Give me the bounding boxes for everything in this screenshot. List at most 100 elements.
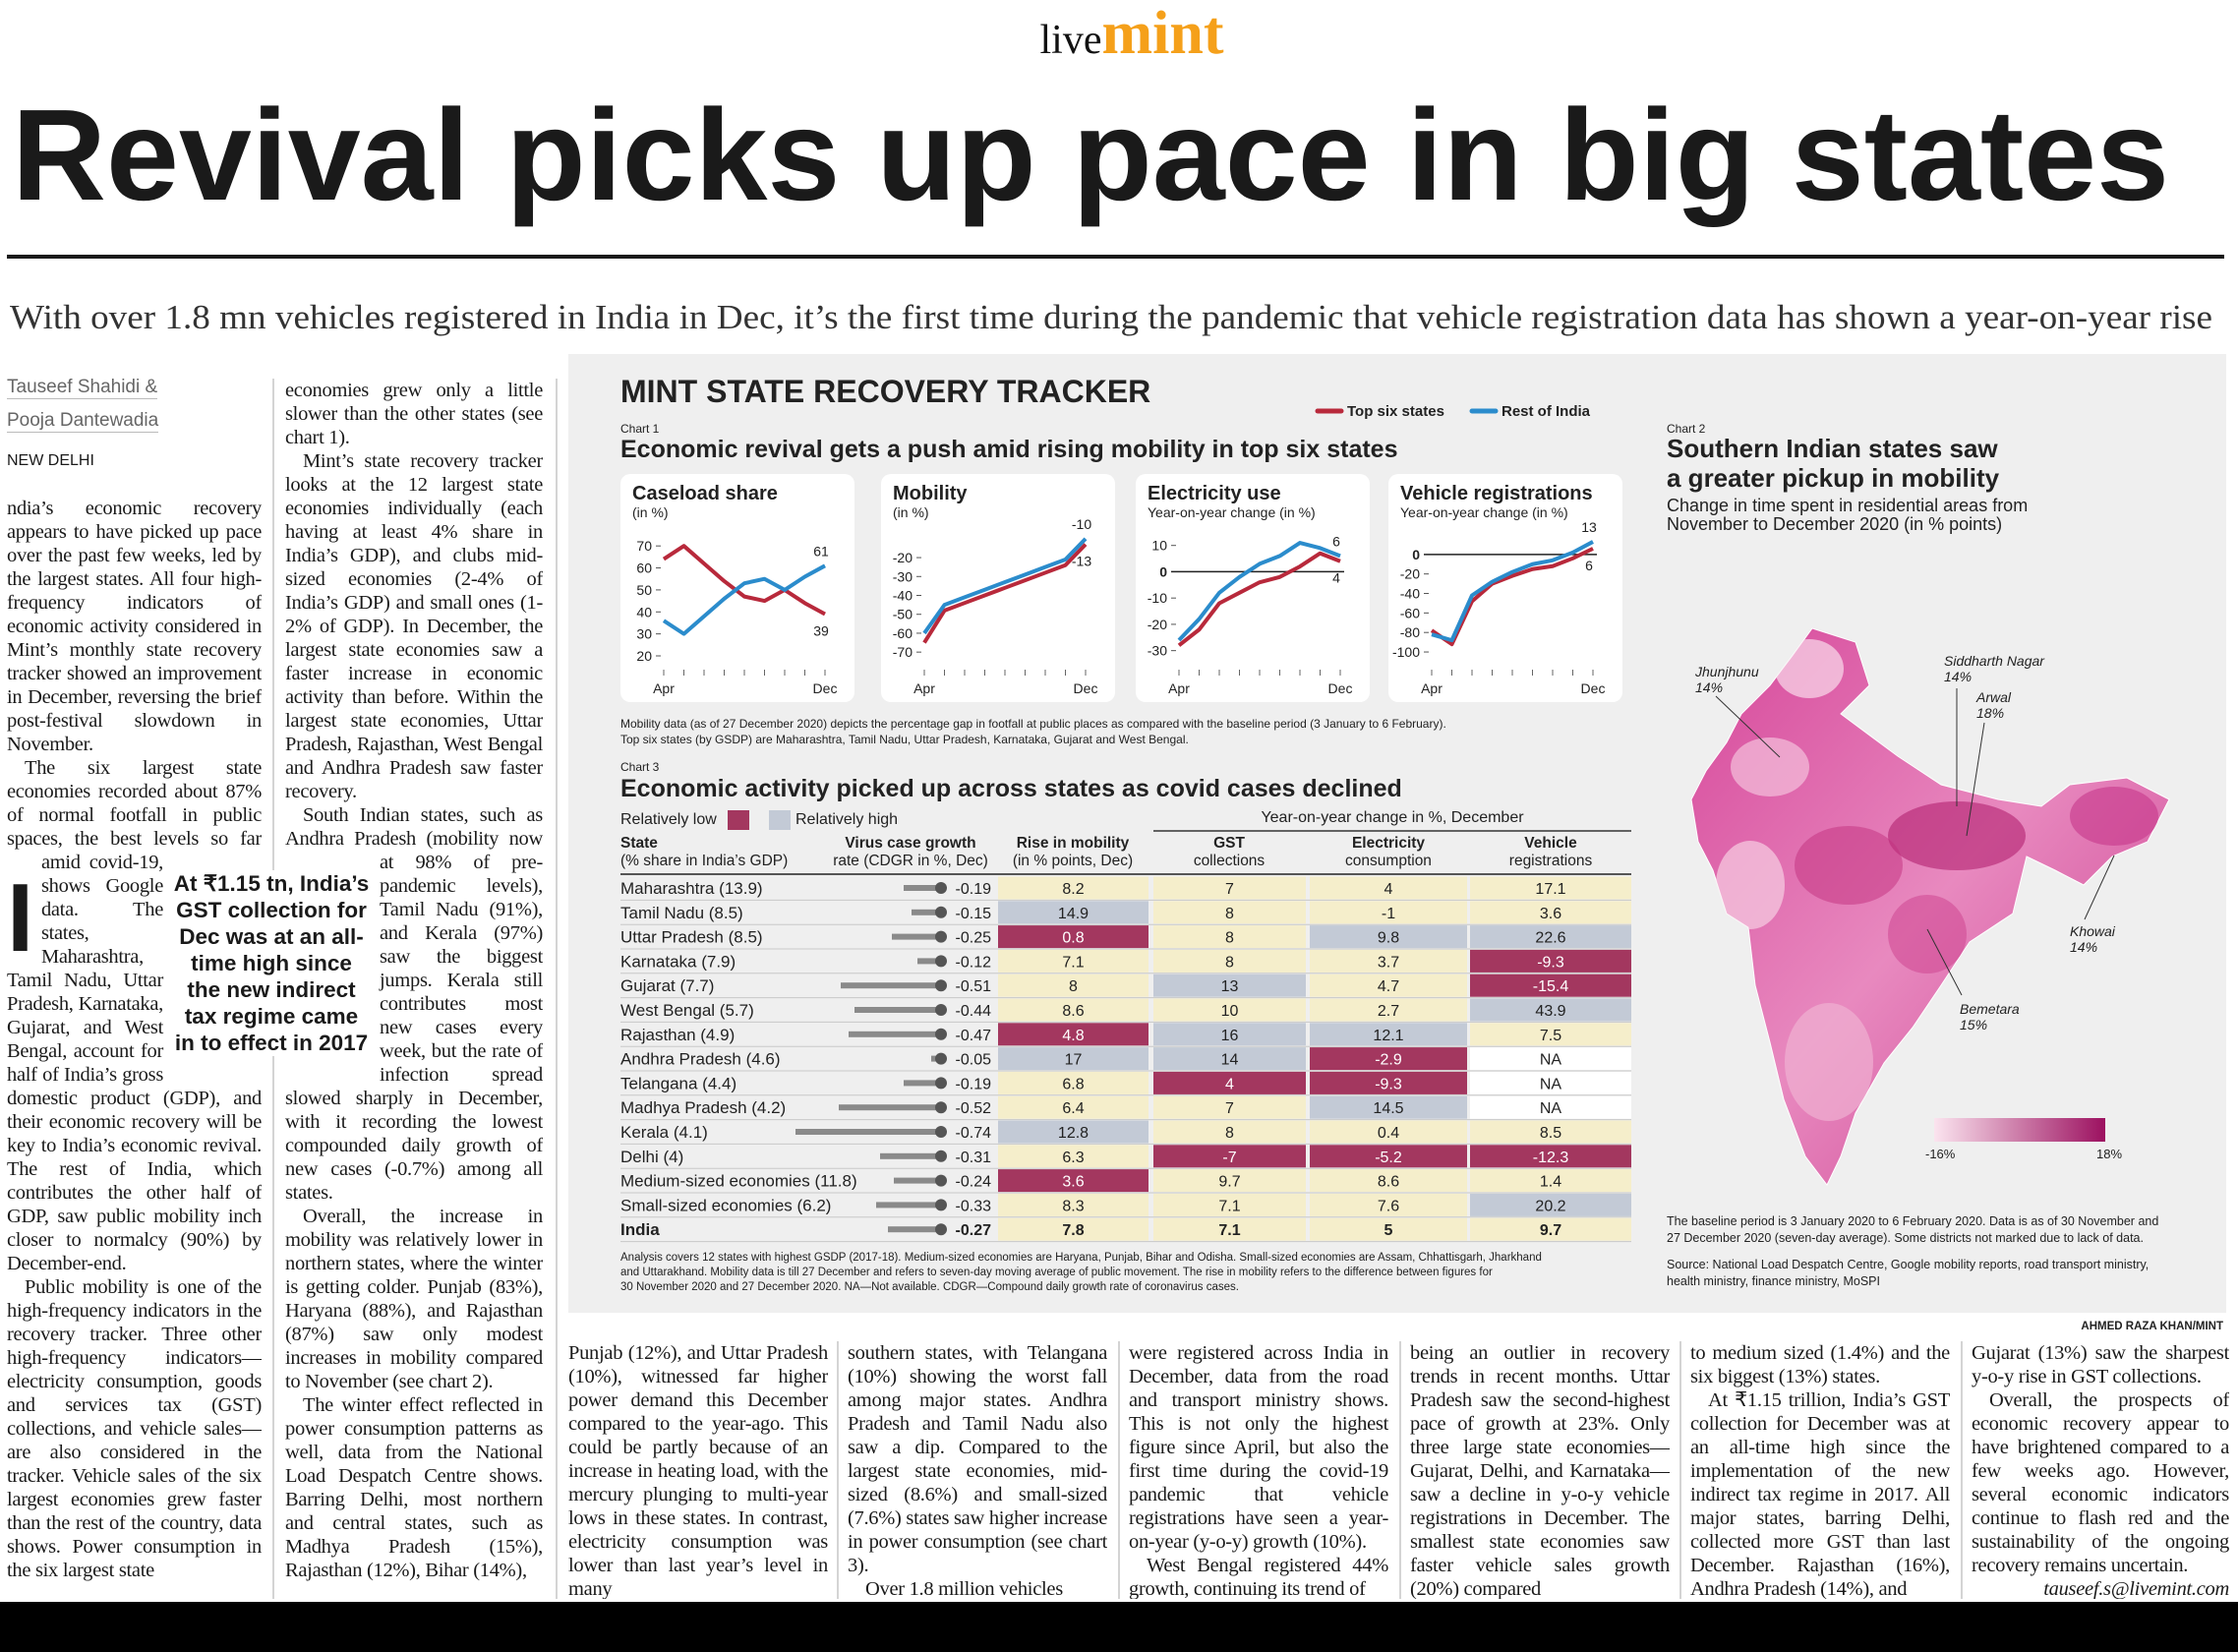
y-tick-label: 20 [636, 648, 652, 664]
credit: AHMED RAZA KHAN/MINT [2081, 1321, 2223, 1332]
text-column: Punjab (12%), and Uttar Pradesh (10%), w… [568, 1341, 828, 1599]
text-column: being an outlier in recovery trends in r… [1410, 1341, 1670, 1599]
table-cell [998, 1169, 1148, 1193]
text-column: economies grew only a little slower than… [285, 379, 543, 1599]
y-tick-label: 0 [1412, 547, 1420, 562]
paragraph: ndia’s economic recovery appears to have… [7, 498, 262, 755]
paragraph: The winter effect reflected in power con… [285, 1394, 543, 1581]
pull-quote: At ₹1.15 tn, India’s GST collection for … [173, 870, 370, 1056]
table-cell [1153, 1023, 1306, 1046]
table-cell [1470, 1217, 1631, 1241]
table-cell [1310, 876, 1467, 900]
text-column: Gujarat (13%) saw the sharpest y-o-y ris… [1972, 1341, 2229, 1599]
growth-dot [935, 1028, 947, 1040]
panel-subtitle: Year-on-year change (in %) [1148, 504, 1316, 520]
cell-value: 6.3 [1062, 1150, 1084, 1166]
growth-dot [935, 1150, 947, 1162]
x-tick-label: Apr [913, 680, 935, 696]
table-cell [1470, 876, 1631, 900]
cell-value: 12.8 [1058, 1125, 1089, 1142]
growth-value: -0.19 [956, 1076, 992, 1092]
cell-value: 8 [1069, 978, 1078, 995]
table-cell [1470, 1120, 1631, 1144]
district-area [1888, 801, 2026, 870]
y-tick-label: 70 [636, 538, 652, 554]
bottom-bar [0, 1602, 2238, 1652]
paragraph: Over 1.8 million vehicles [865, 1578, 1063, 1599]
growth-value: -0.25 [956, 930, 992, 947]
y-tick-label: 50 [636, 582, 652, 598]
table-cell [1470, 901, 1631, 924]
growth-value: -0.44 [956, 1003, 992, 1020]
chart-title: Southern Indian states saw [1667, 434, 1998, 463]
line-series [1177, 551, 1341, 647]
chart-note: Top six states (by GSDP) are Maharashtra… [620, 733, 1189, 746]
growth-bar [917, 958, 941, 965]
cell-value: 13 [1221, 978, 1239, 995]
chart-label: Chart 2 [1667, 422, 1706, 436]
table-cell [1153, 1120, 1306, 1144]
cell-value: 8.6 [1062, 1003, 1084, 1020]
x-tick-label: Apr [1168, 680, 1190, 696]
end-label: -13 [1072, 554, 1091, 569]
legend-label: Relatively low [620, 811, 717, 828]
cell-value: 14.9 [1058, 906, 1089, 922]
column-header: collections [1194, 853, 1266, 869]
chart-panel [881, 474, 1115, 702]
growth-dot [935, 955, 947, 968]
table-cell [998, 1217, 1148, 1241]
end-label: -10 [1072, 516, 1091, 532]
table-cell [1153, 925, 1306, 949]
end-label: 61 [813, 543, 829, 559]
cell-value: 7 [1225, 1100, 1234, 1117]
table-cell [1310, 949, 1467, 973]
cell-value: 7.1 [1062, 954, 1084, 971]
cell-value: 16 [1221, 1028, 1239, 1044]
growth-bar [795, 1129, 941, 1135]
table-cell [1310, 1120, 1467, 1144]
column-header: registrations [1509, 853, 1593, 869]
growth-value: -0.33 [956, 1198, 992, 1214]
table-cell [1310, 1169, 1467, 1193]
cell-value: 8.6 [1378, 1174, 1399, 1191]
growth-value: -0.05 [956, 1052, 992, 1069]
legend-label: Rest of India [1502, 403, 1591, 420]
end-label: 6 [1585, 558, 1593, 573]
state-name: India [620, 1220, 660, 1239]
y-tick-label: -40 [893, 588, 913, 604]
panel-title: Electricity use [1148, 483, 1281, 504]
cell-value: 3.6 [1062, 1174, 1084, 1191]
chart-note: 27 December 2020 (seven-day average). So… [1667, 1231, 2144, 1245]
table-cell [998, 949, 1148, 973]
paragraph: southern states, with Telangana (10%) sh… [848, 1342, 1107, 1576]
map: Jhunjhunu 14% Siddharth Nagar 14% Arwal … [1690, 627, 2170, 1186]
cell-value: -9.3 [1537, 954, 1564, 971]
y-tick-label: -30 [893, 568, 913, 584]
masthead-brand: mint [1101, 0, 1223, 67]
table-cell [1310, 1145, 1467, 1168]
y-tick-label: -60 [893, 625, 913, 641]
panel-subtitle: (in %) [893, 504, 929, 520]
table-cell [1470, 1071, 1631, 1094]
state-name: Maharashtra (13.9) [620, 879, 763, 898]
source: health ministry, finance ministry, MoSPI [1667, 1274, 1880, 1288]
table-cell [1310, 1095, 1467, 1119]
paragraph: South Indian states, such as Andhra Prad… [285, 804, 543, 1204]
cell-value: 3.7 [1378, 954, 1399, 971]
cell-value: NA [1540, 1076, 1562, 1092]
state-name: Kerala (4.1) [620, 1123, 708, 1142]
table-cell [1470, 1023, 1631, 1046]
paragraph: Mint’s state recovery tracker looks at t… [285, 450, 543, 802]
chart-subtitle: Change in time spent in residential area… [1667, 496, 2028, 515]
cell-value: 8.2 [1062, 881, 1084, 898]
table-cell [1153, 998, 1306, 1022]
legend: Top six states Rest of India [1315, 403, 1591, 420]
growth-value: -0.12 [956, 954, 992, 971]
table-cell [1310, 1193, 1467, 1216]
cell-value: 8 [1225, 1125, 1234, 1142]
growth-dot [935, 979, 947, 992]
state-name: Gujarat (7.7) [620, 976, 714, 995]
panel-title: Mobility [893, 483, 968, 504]
state-name: Tamil Nadu (8.5) [620, 904, 743, 922]
cell-value: 10 [1221, 1003, 1239, 1020]
